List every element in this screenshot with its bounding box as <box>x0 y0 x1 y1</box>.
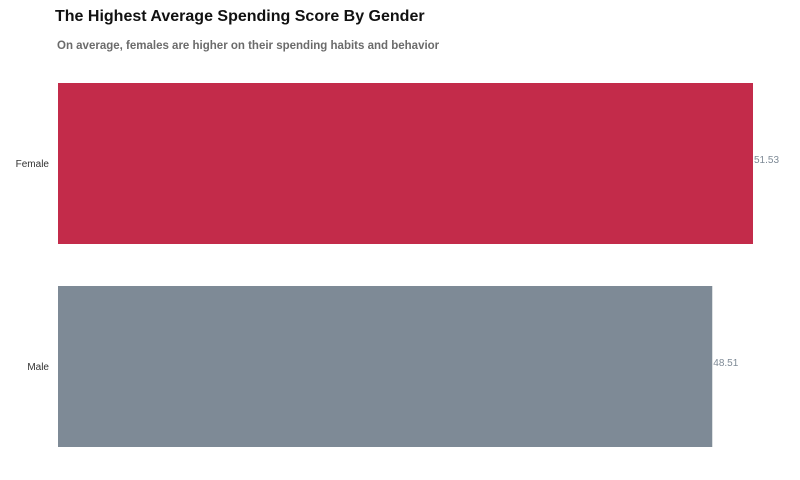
bar-male <box>58 286 713 447</box>
category-label-female: Female <box>16 159 50 170</box>
bar-female <box>58 83 753 244</box>
chart-subtitle: On average, females are higher on their … <box>57 40 440 52</box>
chart-title: The Highest Average Spending Score By Ge… <box>55 8 425 25</box>
value-label-male: 48.51 <box>713 358 738 369</box>
category-label-male: Male <box>27 362 49 373</box>
value-label-female: 51.53 <box>754 155 779 166</box>
